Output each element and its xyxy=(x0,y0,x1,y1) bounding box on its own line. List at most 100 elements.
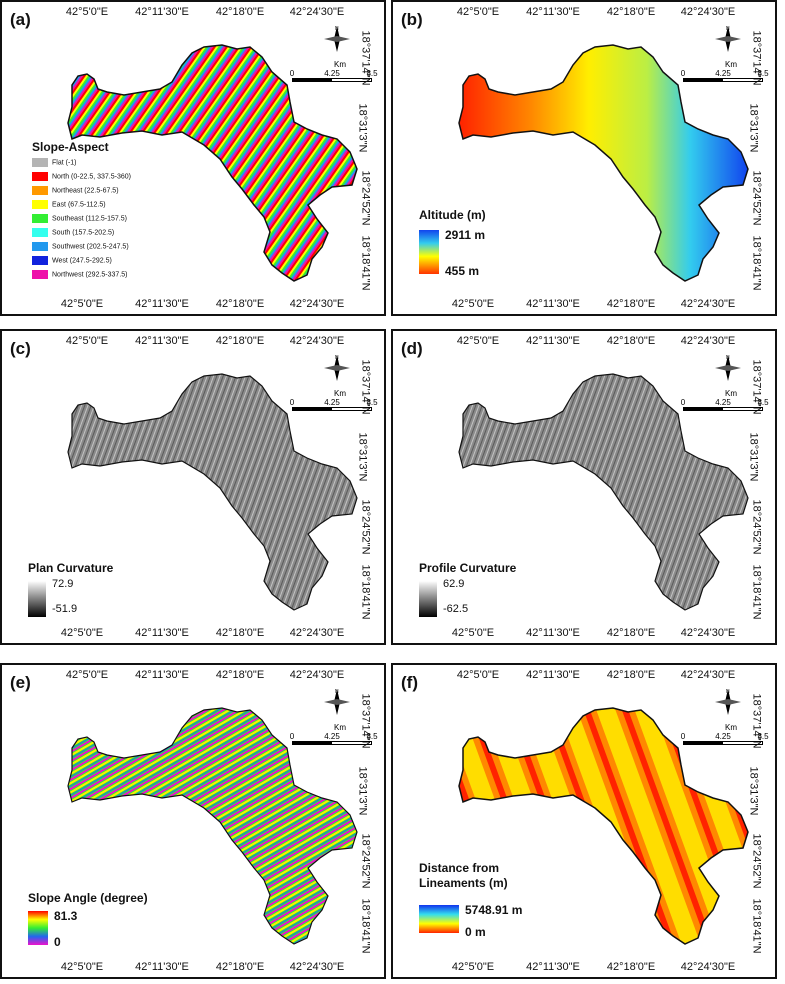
x-tick-label: 42°18'0"E xyxy=(215,335,265,347)
x-tick-label: 42°11'30"E xyxy=(526,961,580,973)
ramp-min: -62.5 xyxy=(443,603,469,615)
y-tick-label: 18°31'3"N xyxy=(356,432,369,482)
ramp-max: 5748.91 m xyxy=(465,903,523,917)
color-ramp xyxy=(419,905,459,933)
y-tick-label: 18°18'41"N xyxy=(750,898,763,954)
panel-letter: (a) xyxy=(10,10,31,29)
ramp-min: 0 m xyxy=(465,925,486,939)
x-tick-label: 42°5'0"E xyxy=(456,669,500,681)
color-ramp xyxy=(419,581,437,617)
svg-text:N: N xyxy=(335,355,339,361)
y-tick-label: 18°24'52"N xyxy=(750,499,763,555)
x-tick-label: 42°24'30"E xyxy=(680,6,736,18)
legend-item: Northeast (22.5-67.5) xyxy=(32,186,119,195)
scale-bar: N Km 0 4.25 8.5 xyxy=(290,24,378,84)
north-arrow-icon: N xyxy=(715,26,741,52)
north-arrow-icon: N xyxy=(715,355,741,381)
panel-d-profile-curvature: (d) Profile Curvature 62.9 -62.5 42°5'0"… xyxy=(391,329,777,645)
color-ramp xyxy=(28,581,46,617)
legend-title-line2: Lineaments (m) xyxy=(419,876,508,890)
ramp-max: 62.9 xyxy=(443,578,465,590)
panel-letter: (d) xyxy=(401,339,423,358)
panel-letter: (b) xyxy=(401,10,423,29)
panel-letter: (c) xyxy=(10,339,31,358)
x-tick-label: 42°11'30"E xyxy=(135,6,189,18)
y-tick-label: 18°37'14"N xyxy=(359,30,372,86)
x-tick-label: 42°18'0"E xyxy=(606,298,656,310)
svg-text:N: N xyxy=(726,26,730,32)
ramp-min: 455 m xyxy=(445,264,480,278)
panel-a-slope-aspect: (a) Slope-Aspect Flat (-1) North (0-22.5… xyxy=(0,0,386,316)
y-tick-label: 18°18'41"N xyxy=(359,235,372,291)
x-tick-label: 42°24'30"E xyxy=(289,669,345,681)
x-tick-label: 42°18'0"E xyxy=(215,298,265,310)
legend-item: Southwest (202.5-247.5) xyxy=(32,242,129,251)
panel-letter: (f) xyxy=(401,673,418,692)
x-tick-label: 42°11'30"E xyxy=(526,298,580,310)
y-tick-label: 18°18'41"N xyxy=(750,564,763,620)
x-tick-label: 42°11'30"E xyxy=(526,627,580,639)
x-tick-label: 42°24'30"E xyxy=(680,961,736,973)
x-tick-label: 42°5'0"E xyxy=(65,335,109,347)
svg-text:N: N xyxy=(335,26,339,32)
ramp-max: 2911 m xyxy=(445,228,486,242)
x-tick-label: 42°5'0"E xyxy=(60,961,104,973)
svg-text:N: N xyxy=(726,689,730,695)
legend-item: Southeast (112.5-157.5) xyxy=(32,214,127,223)
ramp-min: 0 xyxy=(54,935,61,949)
x-tick-label: 42°24'30"E xyxy=(680,335,736,347)
color-ramp xyxy=(419,230,439,274)
x-tick-label: 42°18'0"E xyxy=(606,335,656,347)
legend-title: Slope-Aspect xyxy=(32,140,109,154)
legend-title: Slope Angle (degree) xyxy=(28,891,148,905)
x-tick-label: 42°18'0"E xyxy=(215,6,265,18)
panel-b-altitude: (b) Altitude (m) 2911 m 455 m 42°5'0"E 42… xyxy=(391,0,777,316)
legend-item: West (247.5-292.5) xyxy=(32,256,112,265)
x-tick-label: 42°5'0"E xyxy=(456,335,500,347)
x-tick-label: 42°18'0"E xyxy=(215,627,265,639)
y-tick-label: 18°18'41"N xyxy=(359,564,372,620)
legend-title-line1: Distance from xyxy=(419,861,500,875)
north-arrow-icon: N xyxy=(324,355,350,381)
legend-item: East (67.5-112.5) xyxy=(32,200,106,209)
x-tick-label: 42°24'30"E xyxy=(289,298,345,310)
legend-title: Profile Curvature xyxy=(419,561,517,575)
x-tick-label: 42°24'30"E xyxy=(289,961,345,973)
x-tick-label: 42°5'0"E xyxy=(451,298,495,310)
scale-bar: N Km 0 4.25 8.5 xyxy=(290,687,378,747)
x-tick-label: 42°11'30"E xyxy=(135,669,189,681)
y-tick-label: 18°24'52"N xyxy=(359,170,372,226)
scale-bar: N Km 0 4.25 8.5 xyxy=(290,353,378,413)
x-tick-label: 42°5'0"E xyxy=(65,6,109,18)
y-tick-label: 18°31'3"N xyxy=(747,766,760,816)
x-tick-label: 42°11'30"E xyxy=(526,6,580,18)
y-tick-label: 18°18'41"N xyxy=(750,235,763,291)
legend-item: North (0-22.5, 337.5-360) xyxy=(32,172,131,181)
legend-title: Altitude (m) xyxy=(419,208,486,222)
ramp-max: 81.3 xyxy=(54,909,78,923)
x-tick-label: 42°24'30"E xyxy=(680,627,736,639)
north-arrow-icon: N xyxy=(324,26,350,52)
x-tick-label: 42°11'30"E xyxy=(526,335,580,347)
x-tick-label: 42°18'0"E xyxy=(606,669,656,681)
scale-bar: N Km 0 4.25 8.5 xyxy=(681,24,769,84)
panel-c-plan-curvature: (c) Plan Curvature 72.9 -51.9 42°5'0"E 42… xyxy=(0,329,386,645)
x-tick-label: 42°11'30"E xyxy=(135,335,189,347)
x-tick-label: 42°18'0"E xyxy=(606,6,656,18)
y-tick-label: 18°24'52"N xyxy=(750,833,763,889)
x-tick-label: 42°11'30"E xyxy=(526,669,580,681)
x-tick-label: 42°18'0"E xyxy=(215,669,265,681)
x-tick-label: 42°18'0"E xyxy=(606,961,656,973)
y-tick-label: 18°24'52"N xyxy=(750,170,763,226)
x-tick-label: 42°24'30"E xyxy=(289,627,345,639)
y-tick-label: 18°18'41"N xyxy=(359,898,372,954)
panel-f-distance-lineaments: (f) Distance from Lineaments (m) 5748.91… xyxy=(391,663,777,979)
ramp-max: 72.9 xyxy=(52,578,74,590)
x-tick-label: 42°11'30"E xyxy=(135,961,189,973)
x-tick-label: 42°11'30"E xyxy=(135,627,189,639)
y-tick-label: 18°31'3"N xyxy=(747,103,760,153)
x-tick-label: 42°18'0"E xyxy=(215,961,265,973)
svg-text:N: N xyxy=(335,689,339,695)
y-tick-label: 18°31'3"N xyxy=(747,432,760,482)
x-tick-label: 42°5'0"E xyxy=(451,961,495,973)
